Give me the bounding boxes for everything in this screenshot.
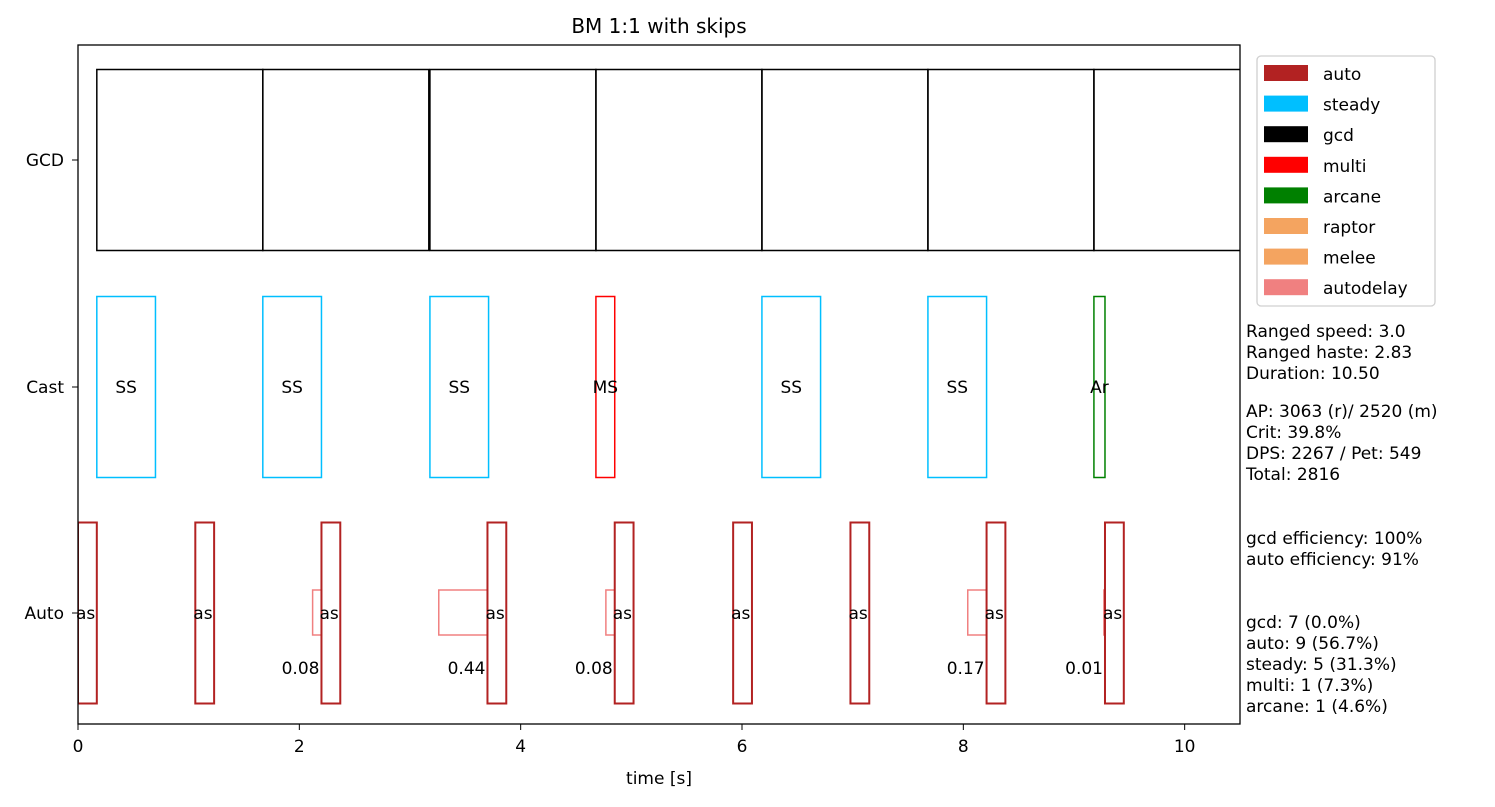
stats-efficiency: gcd efficiency: 100% auto efficiency: 91%	[1246, 529, 1422, 571]
x-axis-label: time [s]	[626, 769, 692, 789]
legend-entry: raptor	[1323, 218, 1375, 238]
auto-label: as	[731, 604, 750, 624]
gcd-bar	[262, 68, 430, 252]
auto-label: as	[193, 604, 212, 624]
stats-damage: AP: 3063 (r)/ 2520 (m) Crit: 39.8% DPS: 22…	[1246, 402, 1438, 486]
stat-line: arcane: 1 (4.6%)	[1246, 697, 1388, 717]
cast-label: SS	[448, 378, 470, 398]
stat-line: Ranged speed: 3.0	[1246, 322, 1406, 342]
cast-label: MS	[593, 378, 618, 398]
legend-entry: arcane	[1323, 187, 1381, 207]
auto-bar	[194, 521, 216, 705]
auto-label: as	[985, 604, 1004, 624]
stat-line: Crit: 39.8%	[1246, 423, 1342, 443]
auto-label: as	[1103, 604, 1122, 624]
gcd-bar	[927, 68, 1095, 252]
autodelay-label: 0.01	[1065, 659, 1103, 679]
stat-line: auto: 9 (56.7%)	[1246, 634, 1379, 654]
auto-bar	[486, 521, 508, 705]
stats-counts: gcd: 7 (0.0%) auto: 9 (56.7%) steady: 5 (3…	[1246, 613, 1397, 718]
legend-swatch-multi	[1264, 156, 1308, 173]
x-tick-label: 6	[737, 737, 748, 757]
legend-swatch-melee	[1264, 248, 1308, 265]
auto-bar	[320, 521, 342, 705]
auto-label: as	[848, 604, 867, 624]
legend-entry: autodelay	[1323, 279, 1408, 299]
cast-bar-arcane	[1093, 295, 1106, 479]
autodelay-bar	[438, 589, 489, 636]
gcd-bar	[761, 68, 929, 252]
stat-line: multi: 1 (7.3%)	[1246, 676, 1374, 696]
legend-swatch-gcd	[1264, 126, 1308, 143]
y-tick-label: Auto	[25, 604, 64, 624]
stat-line: gcd efficiency: 100%	[1246, 529, 1423, 549]
cast-label: SS	[780, 378, 802, 398]
auto-bar	[985, 521, 1007, 705]
gcd-bar	[1093, 68, 1240, 252]
x-tick-label: 4	[515, 737, 526, 757]
legend-entry: melee	[1323, 249, 1376, 269]
autodelay-label: 0.17	[947, 659, 985, 679]
cast-label: SS	[946, 378, 968, 398]
auto-bar	[732, 521, 753, 705]
x-tick-label: 8	[958, 737, 969, 757]
stat-line: steady: 5 (31.3%)	[1246, 655, 1397, 675]
x-tick-label: 0	[73, 737, 84, 757]
plot-frame	[77, 44, 1241, 725]
gcd-bar	[595, 68, 763, 252]
auto-label: as	[319, 604, 338, 624]
gcd-bar	[96, 68, 264, 252]
legend: auto steady gcd multi arcane raptor melee autod…	[1256, 55, 1436, 307]
auto-label: as	[76, 604, 95, 624]
auto-label: as	[613, 604, 632, 624]
legend-swatch-raptor	[1264, 218, 1308, 234]
cast-label: SS	[115, 378, 137, 398]
cast-label: Ar	[1090, 378, 1109, 398]
cast-label: SS	[281, 378, 303, 398]
stats-speed: Ranged speed: 3.0 Ranged haste: 2.83 Durat…	[1246, 322, 1412, 385]
chart-title: BM 1:1 with skips	[571, 14, 746, 38]
cast-bar-steady	[429, 295, 490, 479]
autodelay-label: 0.08	[575, 659, 613, 679]
x-tick-label: 10	[1174, 737, 1196, 757]
cast-bar-multi	[595, 295, 616, 479]
gcd-bar	[429, 68, 597, 252]
legend-entry: multi	[1323, 157, 1366, 177]
cast-bar-steady	[927, 295, 988, 479]
legend-entry: steady	[1323, 96, 1380, 116]
x-tick-label: 2	[294, 737, 305, 757]
stat-line: Duration: 10.50	[1246, 364, 1380, 384]
cast-bar-steady	[96, 295, 157, 479]
autodelay-label: 0.08	[282, 659, 320, 679]
auto-bar	[1103, 521, 1125, 705]
stat-line: Total: 2816	[1246, 465, 1341, 485]
stat-line: AP: 3063 (r)/ 2520 (m)	[1246, 402, 1438, 422]
legend-swatch-arcane	[1264, 187, 1308, 204]
auto-bar	[849, 521, 871, 705]
auto-bar	[613, 521, 635, 705]
legend-swatch-steady	[1264, 95, 1308, 112]
cast-bar-steady	[262, 295, 323, 479]
auto-bar	[78, 521, 98, 705]
legend-entry: gcd	[1323, 126, 1354, 146]
y-tick-label: GCD	[26, 151, 64, 171]
y-tick-label: Cast	[26, 378, 64, 398]
cast-bar-steady	[761, 295, 822, 479]
stat-line: auto efficiency: 91%	[1246, 550, 1419, 570]
legend-swatch-auto	[1264, 65, 1308, 81]
legend-swatch-autodelay	[1264, 279, 1308, 296]
legend-box	[1256, 55, 1436, 307]
stat-line: Ranged haste: 2.83	[1246, 343, 1413, 363]
autodelay-label: 0.44	[448, 659, 486, 679]
stat-line: gcd: 7 (0.0%)	[1246, 613, 1361, 633]
legend-entry: auto	[1323, 65, 1361, 85]
auto-label: as	[485, 604, 504, 624]
stat-line: DPS: 2267 / Pet: 549	[1246, 444, 1422, 464]
